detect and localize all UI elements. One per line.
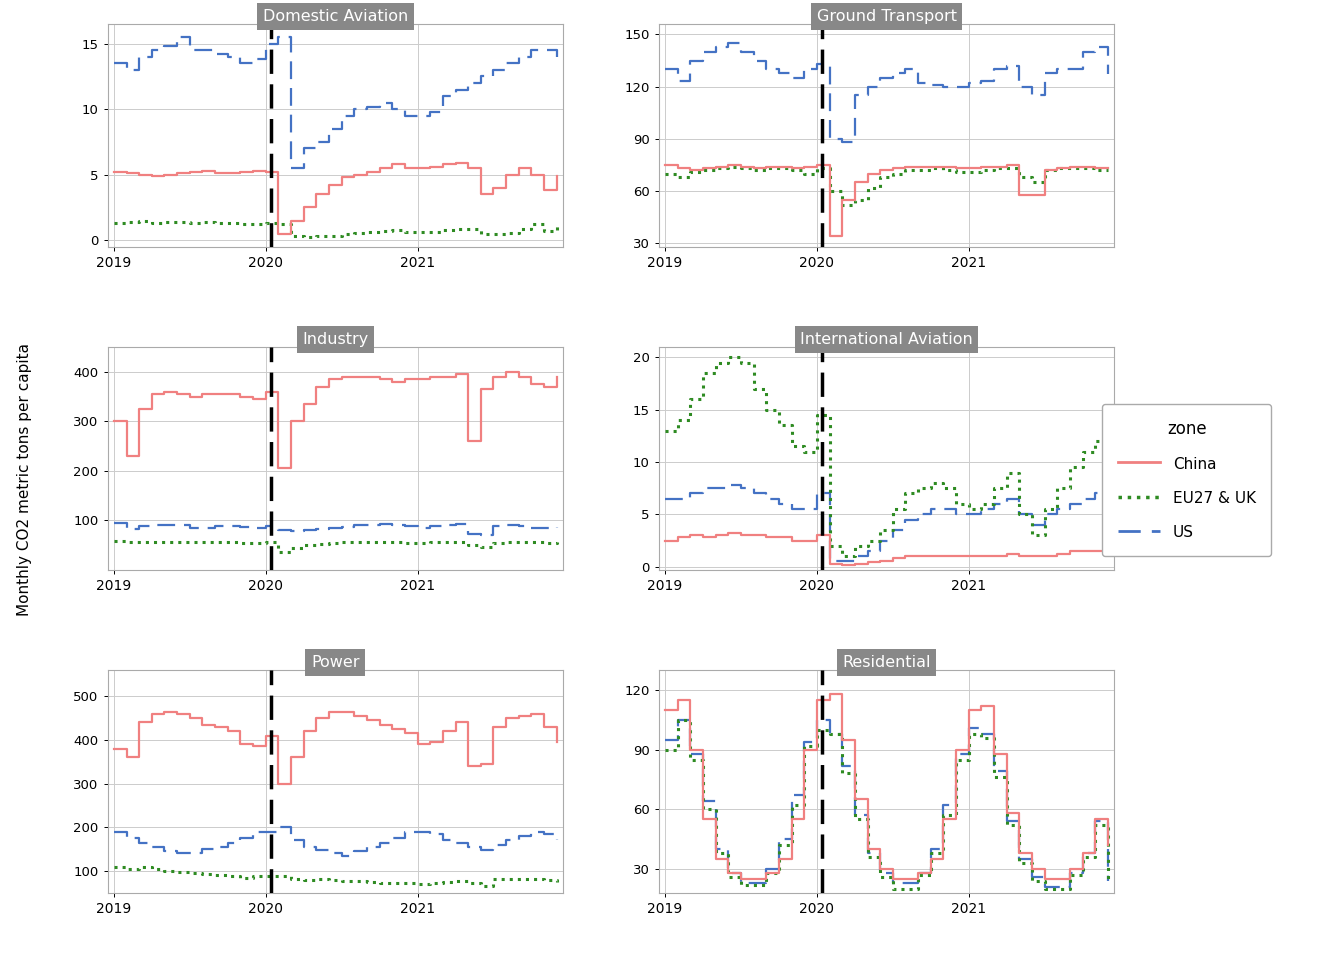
Text: Industry: Industry (302, 332, 368, 347)
Text: Residential: Residential (843, 655, 931, 670)
Text: Power: Power (310, 655, 360, 670)
Text: Domestic Aviation: Domestic Aviation (262, 9, 409, 24)
Text: Monthly CO2 metric tons per capita: Monthly CO2 metric tons per capita (16, 344, 32, 616)
Legend: China, EU27 & UK, US: China, EU27 & UK, US (1102, 404, 1271, 556)
Text: International Aviation: International Aviation (800, 332, 973, 347)
Text: Ground Transport: Ground Transport (817, 9, 957, 24)
